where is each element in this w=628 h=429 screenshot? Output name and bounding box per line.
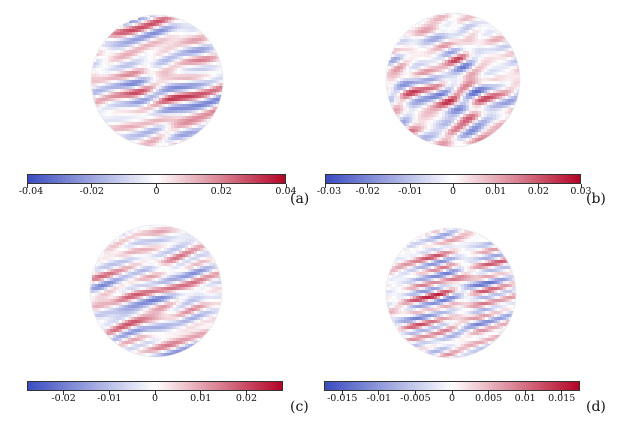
panel-label-b: (b) bbox=[586, 191, 606, 207]
colorbar-tickmark bbox=[341, 391, 343, 395]
colorbar-tick-label: 0 bbox=[153, 186, 160, 197]
colorbar-tickmark bbox=[108, 391, 110, 395]
colorbar-tick-label: -0.005 bbox=[400, 393, 431, 404]
colorbar-tickmark bbox=[63, 391, 65, 395]
colorbar-tick-label: -0.02 bbox=[355, 186, 380, 197]
sphere-b bbox=[385, 12, 521, 148]
colorbar-a bbox=[27, 174, 286, 184]
colorbar-tick-label: -0.01 bbox=[398, 186, 423, 197]
colorbar-tickmark bbox=[324, 184, 326, 188]
panel-label-a: (a) bbox=[290, 191, 310, 207]
colorbar-tick-label: 0.02 bbox=[210, 186, 232, 197]
colorbar-tick-label: -0.03 bbox=[316, 186, 342, 197]
colorbar-tickmark bbox=[26, 184, 28, 188]
colorbar-tick-label: -0.02 bbox=[79, 186, 104, 197]
panel-label-d: (d) bbox=[586, 399, 606, 415]
colorbar-tick-label: -0.01 bbox=[97, 393, 122, 404]
colorbar-tick-label: 0 bbox=[151, 393, 159, 404]
colorbar-tick-label: -0.015 bbox=[327, 393, 358, 404]
colorbar-tickmark bbox=[285, 184, 287, 188]
colorbar-tick-label: 0.04 bbox=[275, 186, 297, 197]
sphere-c bbox=[89, 224, 223, 358]
colorbar-tick-label: 0.015 bbox=[548, 393, 576, 404]
colorbar-b bbox=[325, 174, 581, 184]
colorbar-tickmark bbox=[245, 391, 247, 395]
colorbar-tickmark bbox=[524, 391, 526, 395]
colorbar-tickmark bbox=[91, 184, 93, 188]
colorbar-tickmark bbox=[452, 184, 454, 188]
colorbar-tickmark bbox=[200, 391, 202, 395]
colorbar-tickmark bbox=[220, 184, 222, 188]
colorbar-tickmark bbox=[378, 391, 380, 395]
colorbar-tickmark bbox=[154, 391, 156, 395]
colorbar-tickmark bbox=[537, 184, 539, 188]
colorbar-tick-label: 0.01 bbox=[514, 393, 536, 404]
colorbar-tickmark bbox=[451, 391, 453, 395]
colorbar-d bbox=[324, 381, 580, 391]
sphere-a bbox=[90, 14, 224, 148]
colorbar-tick-label: 0.03 bbox=[570, 186, 592, 197]
colorbar-tickmark bbox=[414, 391, 416, 395]
colorbar-tick-label: 0.02 bbox=[235, 393, 257, 404]
colorbar-tick-label: 0.02 bbox=[527, 186, 549, 197]
colorbar-tickmark bbox=[561, 391, 563, 395]
colorbar-tickmark bbox=[156, 184, 157, 188]
colorbar-tick-label: 0.01 bbox=[485, 186, 507, 197]
sphere-d bbox=[385, 227, 517, 359]
panel-label-c: (c) bbox=[290, 399, 309, 415]
colorbar-tick-label: 0.005 bbox=[474, 393, 503, 404]
colorbar-tick-label: 0 bbox=[449, 186, 457, 197]
colorbar-tick-label: 0 bbox=[448, 393, 456, 404]
colorbar-tick-label: -0.01 bbox=[366, 393, 392, 404]
colorbar-tickmark bbox=[488, 391, 490, 395]
colorbar-tickmark bbox=[495, 184, 497, 188]
colorbar-tick-label: -0.02 bbox=[51, 393, 76, 404]
colorbar-tick-label: -0.04 bbox=[18, 186, 44, 197]
colorbar-tick-label: 0.01 bbox=[190, 393, 212, 404]
colorbar-c bbox=[27, 381, 283, 391]
colorbar-tickmark bbox=[580, 184, 582, 188]
colorbar-tickmark bbox=[367, 184, 369, 188]
colorbar-tickmark bbox=[409, 184, 411, 188]
